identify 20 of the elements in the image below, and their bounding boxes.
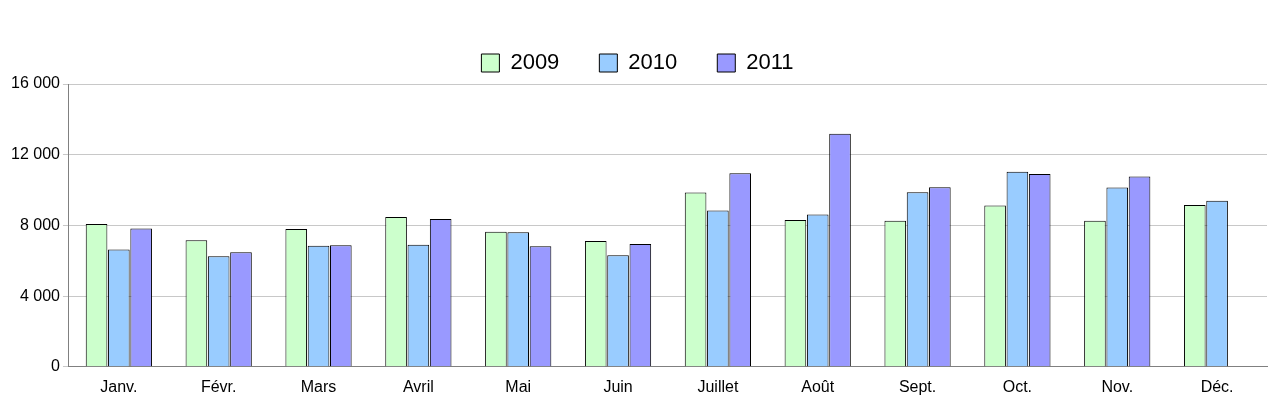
x-tick-label: Déc.	[1200, 377, 1234, 395]
y-tick-label: 0	[51, 357, 61, 375]
x-tick-label: Juillet	[697, 377, 739, 395]
x-tick-label: Janv.	[100, 377, 138, 395]
y-tick-label: 8 000	[19, 215, 61, 233]
x-tick-label: Oct.	[1002, 377, 1033, 395]
y-tick-label: 16 000	[11, 74, 61, 92]
legend-label: 2009	[510, 49, 560, 75]
legend-label: 2011	[746, 49, 794, 75]
legend-label: 2010	[628, 49, 678, 75]
x-tick-label: Août	[801, 377, 835, 395]
x-tick-label: Mars	[300, 377, 337, 395]
x-tick-label: Sept.	[898, 377, 937, 395]
x-tick-label: Mai	[505, 377, 532, 395]
x-tick-label: Avril	[402, 377, 434, 395]
y-tick-label: 4 000	[19, 286, 61, 304]
y-tick-label: 12 000	[11, 145, 61, 163]
x-tick-label: Févr.	[200, 377, 237, 395]
x-tick-label: Nov.	[1101, 377, 1134, 395]
x-tick-label: Juin	[603, 377, 633, 395]
